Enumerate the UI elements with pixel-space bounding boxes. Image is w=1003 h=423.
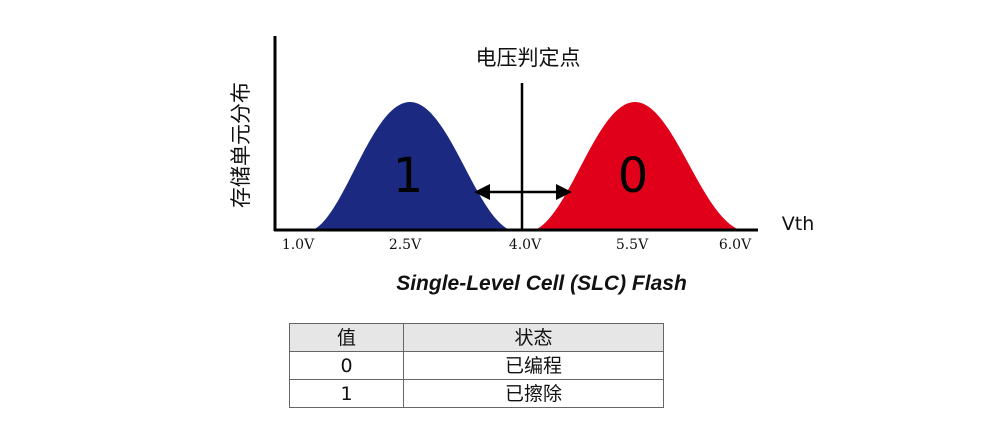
state-1-distribution [313, 102, 510, 230]
tick-label: 6.0V [719, 237, 752, 253]
table-row: 1 已擦除 [289, 379, 664, 408]
tick-label: 2.5V [389, 237, 422, 253]
tick-label: 1.0V [282, 237, 315, 253]
state-1-label: 1 [393, 148, 424, 204]
cell-state: 已擦除 [403, 379, 664, 408]
table-row: 0 已编程 [289, 351, 664, 380]
y-axis-label: 存储单元分布 [229, 82, 253, 208]
diagram-caption: Single-Level Cell (SLC) Flash [396, 272, 687, 295]
x-axis-label: Vth [782, 213, 815, 235]
tick-label: 5.5V [616, 237, 649, 253]
threshold-label: 电压判定点 [476, 46, 581, 70]
double-arrow [474, 184, 572, 200]
cell-value: 1 [289, 379, 404, 408]
header-state: 状态 [403, 323, 664, 352]
header-value: 值 [289, 323, 404, 352]
state-0-distribution [535, 102, 740, 230]
state-0-label: 0 [618, 148, 649, 204]
table-header-row: 值 状态 [289, 323, 664, 352]
state-table: 值 状态 0 已编程 1 已擦除 [289, 323, 664, 408]
cell-value: 0 [289, 351, 404, 380]
tick-label: 4.0V [509, 237, 542, 253]
cell-state: 已编程 [403, 351, 664, 380]
